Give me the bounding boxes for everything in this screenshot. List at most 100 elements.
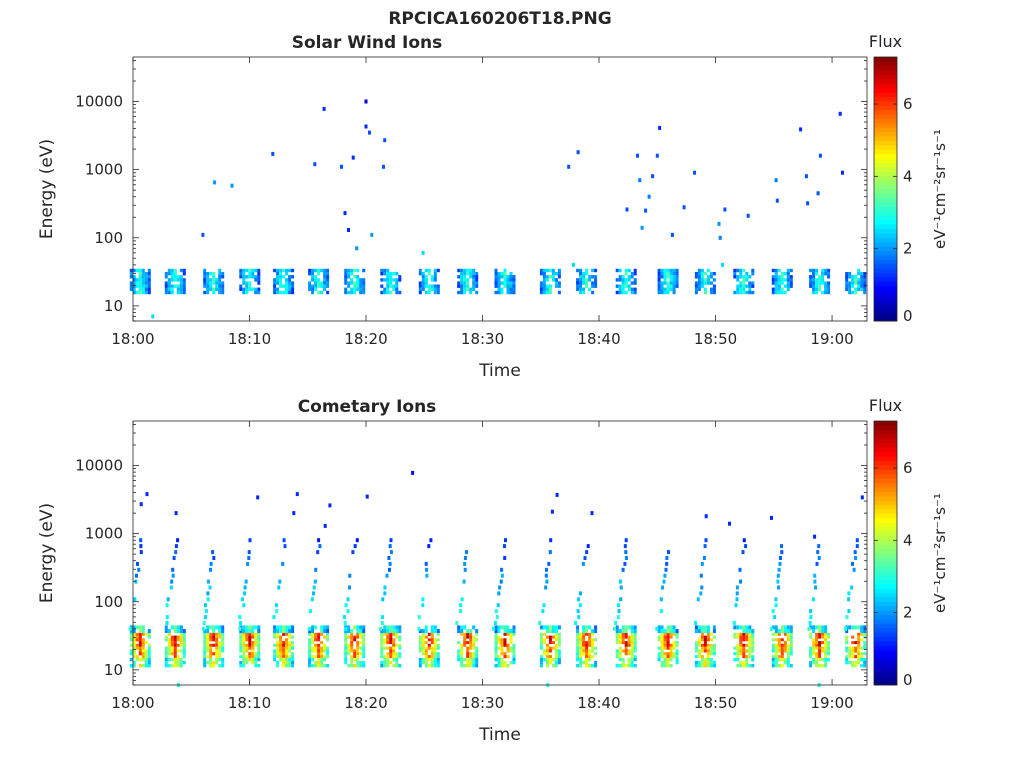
colorbar-segment bbox=[874, 237, 897, 243]
heatmap-cell bbox=[827, 643, 831, 647]
heatmap-cell bbox=[248, 629, 252, 634]
heatmap-cell bbox=[421, 287, 425, 291]
heatmap-cell bbox=[786, 629, 790, 634]
heatmap-cell bbox=[845, 275, 849, 279]
heatmap-cell bbox=[460, 664, 464, 668]
heatmap-cell bbox=[424, 664, 428, 668]
heatmap-cell bbox=[215, 660, 219, 665]
heatmap-cell bbox=[317, 655, 321, 659]
heatmap-cell bbox=[548, 284, 552, 288]
heatmap-cell bbox=[421, 272, 425, 276]
heatmap-cell bbox=[579, 649, 583, 653]
heatmap-cell bbox=[585, 284, 589, 288]
heatmap-cell bbox=[203, 290, 207, 295]
heatmap-cell bbox=[500, 272, 504, 276]
heatmap-cell bbox=[212, 625, 216, 630]
heatmap-cell bbox=[135, 643, 139, 647]
colorbar-segment bbox=[874, 583, 897, 589]
heatmap-cell bbox=[657, 657, 661, 662]
heatmap-cell bbox=[380, 278, 384, 282]
heatmap-cell bbox=[771, 638, 775, 642]
heatmap-cell bbox=[475, 629, 479, 634]
heatmap-cell bbox=[457, 275, 461, 279]
heatmap-cell bbox=[279, 641, 283, 645]
heatmap-cell bbox=[709, 632, 713, 636]
heatmap-cell bbox=[734, 603, 738, 608]
heatmap-cell bbox=[418, 664, 422, 668]
heatmap-cell bbox=[774, 660, 778, 665]
heatmap-cell bbox=[323, 284, 327, 288]
heatmap-cell bbox=[588, 649, 592, 653]
heatmap-cell bbox=[421, 635, 425, 639]
heatmap-cell bbox=[739, 638, 743, 642]
heatmap-cell bbox=[618, 632, 622, 636]
heatmap-cell bbox=[863, 664, 867, 668]
heatmap-cell bbox=[141, 278, 145, 282]
heatmap-cell bbox=[472, 284, 476, 288]
heatmap-cell bbox=[312, 585, 316, 590]
heatmap-cell bbox=[179, 641, 183, 645]
heatmap-cell bbox=[703, 664, 707, 668]
heatmap-cell bbox=[789, 646, 793, 650]
heatmap-cell bbox=[344, 635, 348, 639]
heatmap-cell bbox=[389, 281, 393, 285]
heatmap-cell bbox=[472, 664, 476, 668]
heatmap-cell bbox=[845, 287, 849, 291]
heatmap-cell bbox=[239, 664, 243, 668]
heatmap-cell bbox=[672, 268, 676, 273]
heatmap-cell bbox=[857, 638, 861, 642]
heatmap-cell bbox=[712, 646, 716, 650]
heatmap-cell bbox=[389, 550, 393, 555]
heatmap-cell bbox=[135, 655, 139, 659]
heatmap-cell bbox=[860, 664, 864, 668]
heatmap-cell bbox=[848, 281, 852, 285]
heatmap-cell bbox=[383, 625, 387, 630]
heatmap-cell bbox=[147, 649, 151, 653]
heatmap-cell bbox=[421, 646, 425, 650]
heatmap-cell bbox=[783, 641, 787, 645]
heatmap-cell bbox=[576, 649, 580, 653]
heatmap-cell bbox=[344, 638, 348, 642]
heatmap-cell bbox=[548, 275, 552, 279]
heatmap-cell bbox=[503, 641, 507, 645]
heatmap-cell bbox=[585, 660, 589, 665]
heatmap-cell bbox=[242, 655, 246, 659]
heatmap-cell bbox=[736, 646, 740, 650]
heatmap-cell bbox=[627, 284, 631, 288]
heatmap-cell bbox=[427, 284, 431, 288]
heatmap-cell bbox=[311, 655, 315, 659]
heatmap-cell bbox=[494, 643, 498, 647]
heatmap-cell bbox=[170, 643, 174, 647]
heatmap-cell bbox=[555, 492, 559, 497]
heatmap-cell bbox=[492, 626, 496, 631]
heatmap-cell bbox=[821, 625, 825, 630]
heatmap-cell bbox=[176, 290, 180, 295]
heatmap-cell bbox=[848, 625, 852, 630]
heatmap-cell bbox=[353, 655, 357, 659]
heatmap-cell bbox=[576, 664, 580, 668]
heatmap-cell bbox=[591, 641, 595, 645]
heatmap-cell bbox=[845, 281, 849, 285]
heatmap-cell bbox=[733, 657, 737, 662]
heatmap-cell bbox=[774, 284, 778, 288]
heatmap-cell bbox=[860, 655, 864, 659]
heatmap-cell bbox=[774, 603, 778, 608]
heatmap-cell bbox=[314, 275, 318, 279]
heatmap-cell bbox=[251, 641, 255, 645]
heatmap-cell bbox=[343, 615, 346, 620]
heatmap-cell bbox=[574, 621, 577, 625]
heatmap-cell bbox=[285, 652, 289, 656]
heatmap-cell bbox=[618, 655, 622, 659]
heatmap-cell bbox=[173, 629, 177, 634]
heatmap-cell bbox=[735, 585, 739, 590]
heatmap-cell bbox=[172, 556, 176, 560]
heatmap-cell bbox=[129, 275, 133, 279]
heatmap-cell bbox=[712, 287, 716, 291]
heatmap-cell bbox=[380, 643, 384, 647]
heatmap-cell bbox=[700, 272, 704, 276]
heatmap-cell bbox=[579, 275, 583, 279]
heatmap-cell bbox=[736, 664, 740, 668]
heatmap-cell bbox=[144, 649, 148, 653]
heatmap-cell bbox=[179, 635, 183, 639]
heatmap-cell bbox=[585, 649, 589, 653]
